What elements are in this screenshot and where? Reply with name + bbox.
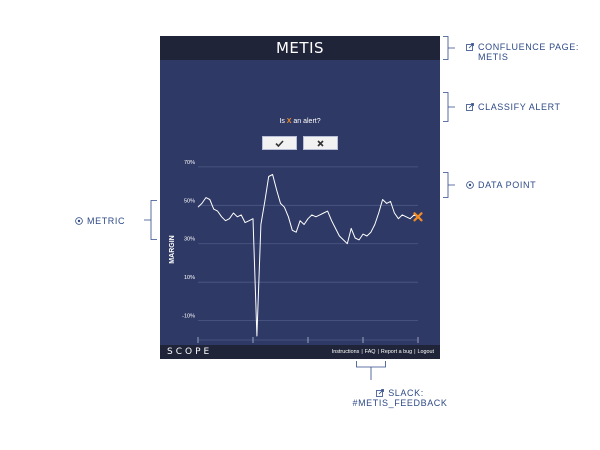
- metric-annotation: METRIC: [75, 216, 125, 226]
- datapoint-label: DATA POINT: [478, 180, 537, 190]
- app-title: METIS: [275, 39, 325, 57]
- series-line: [197, 174, 419, 337]
- y-tick-label: 50%: [184, 198, 195, 204]
- y-tick-label: -10%: [182, 314, 195, 320]
- logout-link[interactable]: Logout: [417, 349, 435, 355]
- slack-label-1: SLACK:: [388, 388, 424, 398]
- metric-label: METRIC: [87, 216, 126, 226]
- reject-alert-button[interactable]: [303, 136, 338, 150]
- confluence-label-2: METIS: [478, 52, 509, 62]
- app-footer: SCOPE Instructions | FAQ | Report a bug …: [160, 345, 440, 359]
- footer-separator: |: [361, 349, 363, 355]
- target-icon: [466, 181, 474, 189]
- scope-logo: SCOPE: [167, 347, 213, 357]
- metric-bracket: [144, 200, 157, 240]
- external-link-icon: [466, 43, 474, 51]
- instructions-link[interactable]: Instructions: [331, 349, 360, 355]
- datapoint-annotation: DATA POINT: [466, 180, 536, 190]
- confirm-alert-button[interactable]: [262, 136, 297, 150]
- report-bug-link[interactable]: Report a bug: [380, 349, 413, 355]
- footer-separator: |: [414, 349, 416, 355]
- footer-links: Instructions | FAQ | Report a bug | Logo…: [332, 349, 434, 355]
- target-icon: [75, 217, 83, 225]
- y-tick-label: 10%: [184, 275, 195, 281]
- app-header: METIS: [160, 36, 440, 60]
- classify-annotation[interactable]: CLASSIFY ALERT: [466, 102, 561, 112]
- metis-app: METIS Is X an alert? 70%50%30%10%-10%Th,…: [160, 36, 440, 359]
- confluence-label-1: CONFLUENCE PAGE:: [478, 42, 579, 52]
- margin-chart: 70%50%30%10%-10%Th, Aug 24Th, Sep 7Th, S…: [169, 160, 431, 352]
- external-link-icon: [466, 103, 474, 111]
- slack-annotation[interactable]: SLACK: #METIS_FEEDBACK: [340, 388, 460, 408]
- external-link-icon: [376, 389, 385, 397]
- datapoint-bracket: [443, 172, 455, 198]
- confluence-annotation[interactable]: CONFLUENCE PAGE: METIS: [466, 42, 600, 62]
- data-point-marker: [413, 212, 423, 222]
- y-axis-label: MARGIN: [169, 235, 176, 263]
- close-icon: [317, 139, 324, 147]
- confluence-bracket: [443, 36, 455, 60]
- question-marker: X: [286, 118, 292, 125]
- classify-bracket: [443, 92, 455, 122]
- y-tick-label: 30%: [184, 237, 195, 243]
- question-after: an alert?: [291, 118, 321, 125]
- faq-link[interactable]: FAQ: [364, 349, 376, 355]
- question-before: Is: [279, 118, 287, 125]
- y-tick-label: 70%: [184, 160, 195, 166]
- classify-label: CLASSIFY ALERT: [478, 102, 561, 112]
- slack-label-2: #METIS_FEEDBACK: [352, 398, 448, 408]
- footer-separator: |: [377, 349, 379, 355]
- slack-bracket: [356, 361, 386, 380]
- check-icon: [275, 139, 284, 147]
- alert-question: Is X an alert?: [160, 118, 440, 125]
